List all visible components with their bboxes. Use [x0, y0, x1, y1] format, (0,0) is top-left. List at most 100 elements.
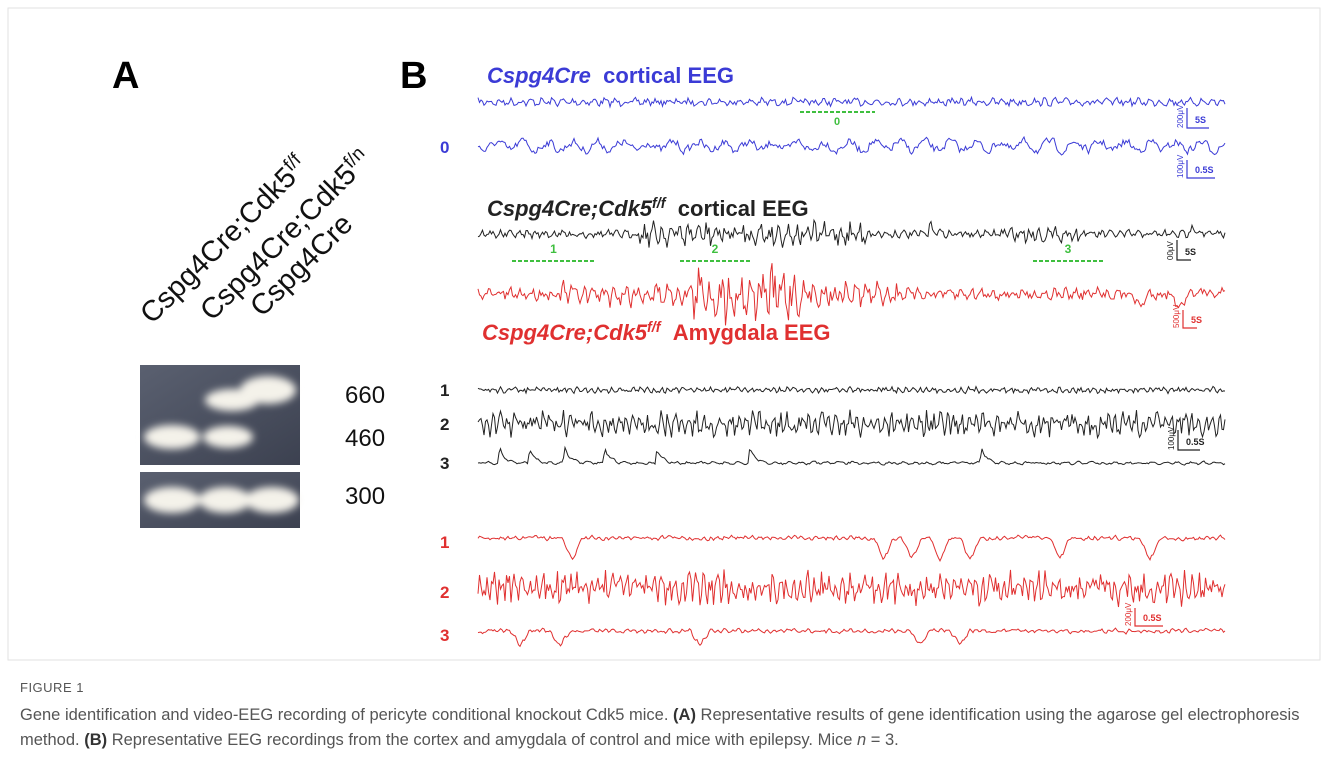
scale-bar: [1186, 160, 1215, 179]
scale-bar: [1134, 608, 1163, 627]
eeg-trace: [477, 263, 1226, 326]
eeg-trace: [477, 569, 1226, 608]
text-run: 0.5S: [1143, 613, 1162, 623]
segment-label: 3: [1065, 242, 1072, 256]
scale-time: 5S: [1195, 115, 1206, 125]
eeg-trace: [477, 218, 1226, 248]
gel-bands: [144, 376, 299, 513]
caption-run: (B): [84, 731, 108, 749]
text-gap: [661, 320, 673, 345]
figure-border: [7, 7, 1321, 661]
caption-run: Gene identification and video-EEG record…: [20, 706, 674, 724]
text-run: 1: [440, 381, 449, 400]
scale-amp: 100μV: [1176, 154, 1185, 178]
scale-amp: 500μV: [1172, 304, 1181, 328]
text-run: Cspg4Cre: [487, 63, 591, 88]
band-size: 300: [345, 483, 385, 510]
trace-label: 1: [440, 381, 449, 400]
text-gap: [591, 63, 603, 88]
caption-run: (A): [673, 706, 696, 724]
text-gap: [666, 196, 678, 221]
text-run: 200μV: [1176, 104, 1185, 128]
trace-label: 1: [440, 533, 449, 552]
text-run: 500μV: [1172, 304, 1181, 328]
scale-bar: [1176, 240, 1191, 261]
text-run: 1: [440, 533, 449, 552]
caption-label: FIGURE 1: [20, 680, 84, 695]
text-run: cortical EEG: [603, 63, 734, 88]
eeg-trace: [477, 135, 1226, 156]
panel-label: A: [112, 55, 139, 97]
text-run: 3: [440, 454, 449, 473]
text-run: 2: [440, 583, 449, 602]
scale-bar: [1182, 310, 1197, 329]
text-run: Cspg4Cre;Cdk5: [487, 196, 653, 221]
text-run: 100μV: [1176, 154, 1185, 178]
text-run: 0: [440, 138, 449, 157]
scale-amp: 00μV: [1166, 240, 1175, 260]
text-run: 3: [1065, 242, 1072, 256]
text-run: 0.5S: [1186, 437, 1205, 447]
caption-text: Gene identification and video-EEG record…: [20, 703, 1310, 753]
trace-label: 0: [440, 138, 449, 157]
text-run: 5S: [1185, 247, 1196, 257]
text-run: 100μV: [1167, 426, 1176, 450]
eeg-trace: [477, 445, 1226, 466]
eeg-trace: [477, 534, 1226, 563]
scale-time: 0.5S: [1143, 613, 1162, 623]
text-run: Cspg4Cre;Cdk5: [482, 320, 648, 345]
text-run: 460: [345, 425, 385, 452]
scale-amp: 100μV: [1167, 426, 1176, 450]
scale-bar: [1177, 430, 1200, 451]
caption-run: Representative EEG recordings from the c…: [107, 731, 858, 749]
text-run: 5S: [1191, 315, 1202, 325]
figure: ACspg4Cre;Cdk5f/fCspg4Cre;Cdk5f/nCspg4Cr…: [7, 7, 1321, 661]
scale-amp: 200μV: [1176, 104, 1185, 128]
text-run: 2: [440, 415, 449, 434]
trace-label: 2: [440, 415, 449, 434]
eeg-trace: [477, 409, 1226, 440]
trace-title: Cspg4Cre;Cdk5f/f cortical EEG: [487, 196, 809, 221]
trace-label: 2: [440, 583, 449, 602]
scale-bar: [1186, 108, 1209, 129]
text-run: 00μV: [1166, 240, 1175, 260]
superscript: f/f: [647, 320, 662, 336]
text-run: 2: [712, 242, 719, 256]
segment-label: 2: [712, 242, 719, 256]
eeg-trace: [477, 627, 1226, 648]
caption: FIGURE 1 Gene identification and video-E…: [20, 680, 1310, 753]
scale-time: 5S: [1185, 247, 1196, 257]
text-run: 1: [550, 242, 557, 256]
trace-title: Cspg4Cre;Cdk5f/f Amygdala EEG: [482, 320, 831, 345]
text-run: 3: [440, 626, 449, 645]
band-size: 660: [345, 382, 385, 409]
superscript: f/f: [652, 196, 667, 212]
trace-label: 3: [440, 626, 449, 645]
segment-label: 1: [550, 242, 557, 256]
caption-run: = 3.: [866, 731, 899, 749]
text-run: 300: [345, 483, 385, 510]
scale-amp: 200μV: [1124, 602, 1133, 626]
text-run: 5S: [1195, 115, 1206, 125]
text-run: 0: [834, 116, 840, 128]
trace-title: Cspg4Cre cortical EEG: [487, 63, 734, 88]
text-run: 0.5S: [1195, 165, 1214, 175]
text-run: cortical EEG: [678, 196, 809, 221]
eeg-trace: [477, 95, 1226, 109]
segment-label: 0: [834, 116, 840, 128]
scale-time: 5S: [1191, 315, 1202, 325]
text-run: Amygdala EEG: [673, 320, 831, 345]
caption-run: n: [857, 731, 867, 749]
text-run: B: [400, 55, 427, 97]
panel-label: B: [400, 55, 427, 97]
caption-run: Representative results of gene identific…: [20, 706, 1300, 749]
scale-time: 0.5S: [1195, 165, 1214, 175]
band-size: 460: [345, 425, 385, 452]
text-run: 660: [345, 382, 385, 409]
scale-time: 0.5S: [1186, 437, 1205, 447]
text-run: 200μV: [1124, 602, 1133, 626]
trace-label: 3: [440, 454, 449, 473]
text-run: A: [112, 55, 139, 97]
eeg-trace: [477, 385, 1226, 395]
